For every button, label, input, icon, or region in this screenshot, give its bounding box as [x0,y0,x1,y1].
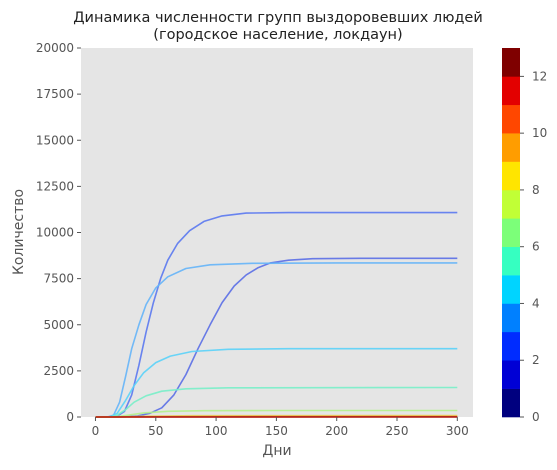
y-tick-label: 15000 [36,133,74,147]
x-tick-label: 50 [148,424,163,438]
x-tick-label: 100 [205,424,228,438]
colorbar-tick-label: 12 [532,69,547,83]
x-axis-label: Дни [262,443,291,459]
colorbar-segment [502,332,520,361]
y-tick-label: 17500 [36,87,74,101]
y-axis: 0 2500 5000 7500 10000 12500 15000 17500 20000 [36,41,81,424]
colorbar-segment [502,76,520,105]
x-axis: 0 50 100 150 200 250 300 [92,417,469,438]
colorbar-axis: 0 2 4 6 8 10 12 [520,69,547,424]
colorbar-tick-label: 6 [532,240,540,254]
colorbar-segment [502,105,520,134]
colorbar-segment [502,218,520,247]
y-tick-label: 20000 [36,41,74,55]
colorbar-segment [502,190,520,219]
colorbar-tick-label: 4 [532,296,540,310]
y-tick-label: 5000 [43,318,74,332]
colorbar-tick-label: 8 [532,183,540,197]
colorbar-segment [502,389,520,418]
chart-subtitle: (городское население, локдаун) [153,27,402,43]
colorbar-segment [502,48,520,77]
colorbar-tick-label: 10 [532,126,547,140]
y-tick-label: 2500 [43,364,74,378]
y-tick-label: 7500 [43,272,74,286]
y-tick-label: 12500 [36,179,74,193]
colorbar-segment [502,133,520,162]
colorbar-segment [502,247,520,276]
x-tick-label: 250 [386,424,409,438]
x-tick-label: 150 [265,424,288,438]
x-tick-label: 0 [92,424,100,438]
colorbar-segment [502,162,520,191]
colorbar-segment [502,303,520,332]
x-tick-label: 200 [325,424,348,438]
y-tick-label: 10000 [36,226,74,240]
colorbar-tick-label: 2 [532,353,540,367]
colorbar-tick-label: 0 [532,410,540,424]
y-axis-label: Количество [11,189,27,275]
chart-title: Динамика численности групп выздоровевших… [73,10,483,26]
colorbar-segment [502,360,520,389]
x-tick-label: 300 [446,424,469,438]
colorbar [502,48,520,417]
colorbar-segment [502,275,520,304]
y-tick-label: 0 [66,410,74,424]
